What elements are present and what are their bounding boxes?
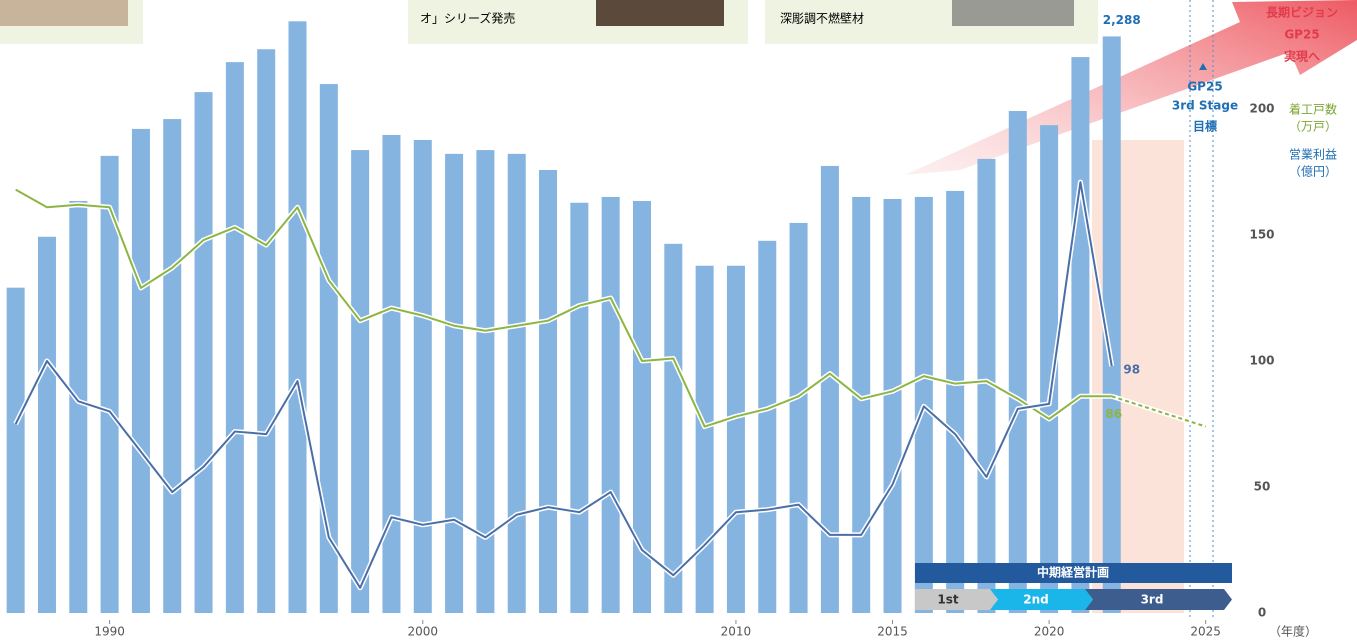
legend-unit: （万戸） xyxy=(1289,120,1337,134)
callout: オ」シリーズ発売 xyxy=(408,0,748,44)
y-tick-label: 100 xyxy=(1249,354,1274,368)
callout-text: 深彫調不燃壁材 xyxy=(780,11,864,26)
x-unit: （年度） xyxy=(1269,625,1317,639)
plan-stage: 1st xyxy=(937,593,958,607)
bar xyxy=(539,170,557,613)
x-tick-label: 2025 xyxy=(1190,625,1221,639)
chart: オ」シリーズ発売 深彫調不燃壁材 2,288 86 98 中期経営計画 1st 2n… xyxy=(0,0,1357,640)
x-tick-label: 2015 xyxy=(877,625,908,639)
plan-stage: 3rd xyxy=(1141,593,1164,607)
bar xyxy=(289,21,307,613)
legend-label: 着工戸数 xyxy=(1289,102,1337,117)
y-tick-label: 150 xyxy=(1249,228,1274,242)
vision-text: 長期ビジョン xyxy=(1266,5,1338,20)
bar xyxy=(852,197,870,613)
x-tick-label: 2010 xyxy=(721,625,752,639)
bar xyxy=(508,154,526,613)
bar xyxy=(727,266,745,613)
bar xyxy=(38,237,56,613)
bar xyxy=(946,191,964,613)
bar xyxy=(414,140,432,613)
bar xyxy=(382,135,400,613)
callout-text: オ」シリーズ発売 xyxy=(420,11,515,26)
legend-unit: （億円） xyxy=(1289,165,1337,179)
bar xyxy=(1071,57,1089,613)
plot: 2,288 86 98 xyxy=(7,13,1206,613)
bar xyxy=(664,244,682,613)
bar xyxy=(790,223,808,613)
bar xyxy=(1009,111,1027,613)
bar xyxy=(226,62,244,613)
bar xyxy=(351,150,369,613)
plan-stage: 2nd xyxy=(1023,593,1048,607)
bar-end-label: 2,288 xyxy=(1103,13,1141,27)
target-text: 目標 xyxy=(1193,119,1217,134)
line-end-label: 98 xyxy=(1123,363,1140,377)
bar xyxy=(570,203,588,613)
target-text: GP25 xyxy=(1187,80,1222,94)
bar xyxy=(821,166,839,613)
callout xyxy=(0,0,143,44)
y-tick-label: 200 xyxy=(1249,102,1274,116)
y-tick-label: 0 xyxy=(1258,606,1266,620)
callout: 深彫調不燃壁材 xyxy=(765,0,1098,44)
bar xyxy=(7,288,25,613)
bar xyxy=(445,154,463,613)
bar xyxy=(195,92,213,613)
target-text: 3rd Stage xyxy=(1172,99,1238,113)
plan-title: 中期経営計画 xyxy=(1037,565,1109,580)
vision-text: 実現へ xyxy=(1284,49,1320,64)
x-tick-label: 1990 xyxy=(94,625,125,639)
bar xyxy=(476,150,494,613)
bar xyxy=(69,201,87,613)
y-tick-label: 50 xyxy=(1254,480,1271,494)
bar xyxy=(257,49,275,613)
vision-text: GP25 xyxy=(1284,28,1319,42)
bar xyxy=(758,241,776,613)
bar xyxy=(163,119,181,613)
bar xyxy=(884,199,902,613)
x-tick-label: 2020 xyxy=(1034,625,1065,639)
bar xyxy=(696,266,714,613)
x-tick-label: 2000 xyxy=(407,625,438,639)
line-end-label: 86 xyxy=(1105,407,1122,421)
legend-label: 営業利益 xyxy=(1289,148,1337,162)
bar xyxy=(132,129,150,613)
bar xyxy=(602,197,620,613)
